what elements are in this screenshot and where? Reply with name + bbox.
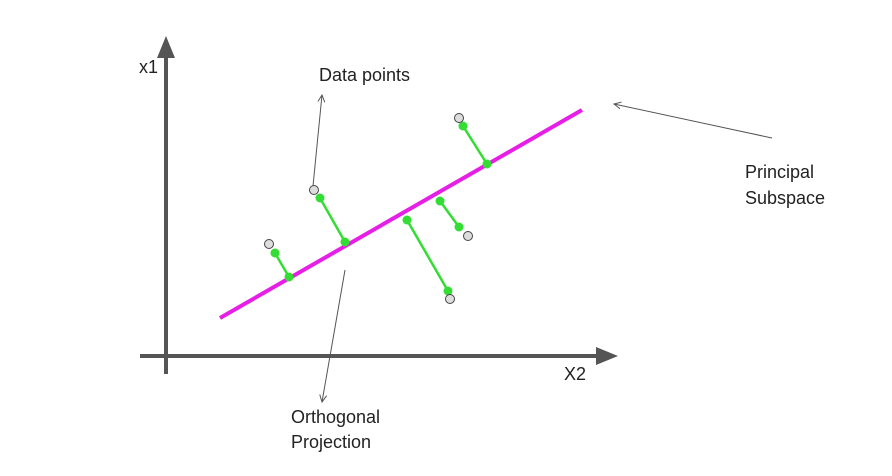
green-dot [402,215,412,225]
y-axis-label: x1 [139,57,158,77]
data-point [463,231,473,241]
projection-segment [318,197,347,243]
green-dot [443,286,453,296]
data-point [309,185,319,195]
data-point [445,294,455,304]
y-axis-arrowhead [157,36,175,58]
projected-points [270,121,492,296]
projection-segment [273,252,291,278]
green-dot [482,159,492,169]
orthogonal-projection-label-line2: Projection [291,432,371,452]
projection-segment [438,200,461,228]
green-dot [270,248,280,258]
data-points [264,113,473,304]
data-point [264,239,274,249]
data-points-label: Data points [319,65,410,85]
green-dot [435,196,445,206]
principal-subspace-arrow [614,104,773,139]
green-dot [458,121,468,131]
projection-segment [405,219,450,292]
data-points-arrow [312,95,322,187]
green-dot [340,237,350,247]
green-dot [284,272,294,282]
principal-subspace-label-line1: Principal [745,162,814,182]
principal-subspace-line [219,108,583,320]
green-dot [454,222,464,232]
x-axis-arrowhead [596,347,618,365]
x-axis-label: X2 [564,364,586,384]
projection-segment [461,125,489,165]
orthogonal-projection-arrow [322,269,346,402]
orthogonal-projection-label-line1: Orthogonal [291,407,380,427]
data-point [454,113,464,123]
green-dot [315,193,325,203]
projections [273,125,489,292]
annotation-arrows [312,95,773,402]
principal-subspace-label-line2: Subspace [745,188,825,208]
axes [140,36,618,374]
